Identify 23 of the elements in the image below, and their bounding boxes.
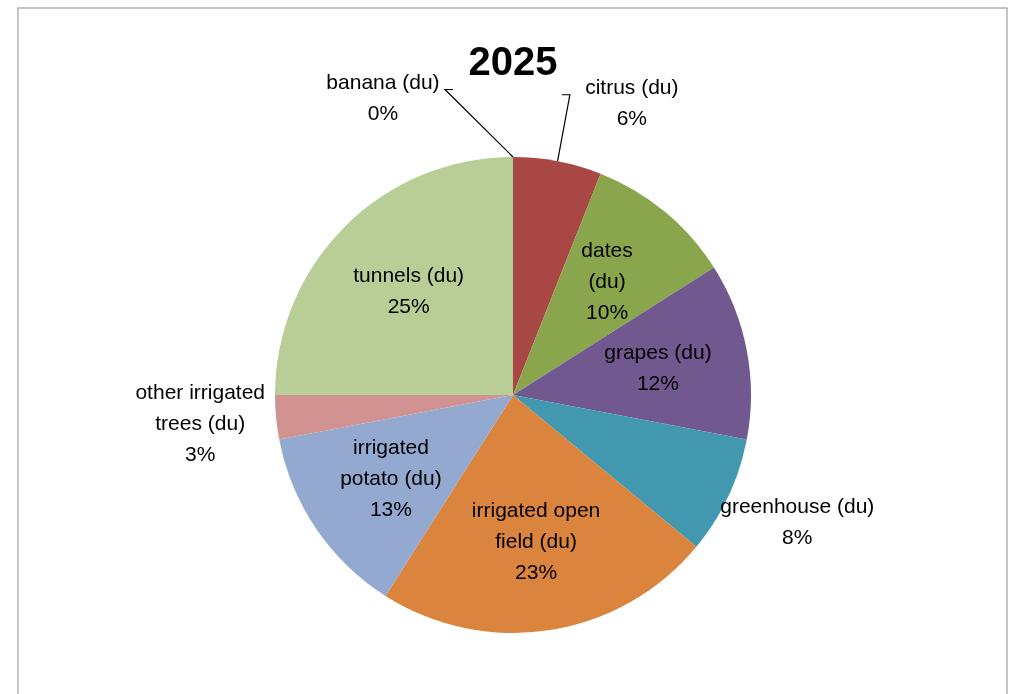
slice-label: greenhouse (du) xyxy=(720,494,875,518)
slice-label: dates (du) xyxy=(581,238,633,293)
slice-label: irrigated potato (du) xyxy=(340,434,442,489)
data-label: 6% xyxy=(616,106,648,130)
category-label: banana (du) xyxy=(326,70,440,93)
text: 0% xyxy=(367,101,399,124)
slice-label: tunnels (du) xyxy=(353,263,465,287)
slice-label: other irrigated trees (du) xyxy=(135,380,266,434)
pie-slice xyxy=(275,395,513,440)
chart-title: 2025 xyxy=(468,39,558,83)
data-label: 10% xyxy=(586,300,629,324)
pie-slice xyxy=(513,173,714,395)
slice-label: citrus (du) xyxy=(585,75,679,99)
pie-slice xyxy=(513,267,751,440)
data-label: 23% xyxy=(515,559,558,583)
data-label: 13% xyxy=(369,496,412,520)
data-label: 12% xyxy=(636,370,679,394)
data-label: 25% xyxy=(387,294,430,318)
slice-label: irrigated open field (du) xyxy=(471,497,601,552)
slice-label: grapes (du) xyxy=(604,339,712,363)
data-label: 8% xyxy=(782,525,813,549)
data-label: 3% xyxy=(185,442,216,465)
pie-slice xyxy=(275,157,513,395)
